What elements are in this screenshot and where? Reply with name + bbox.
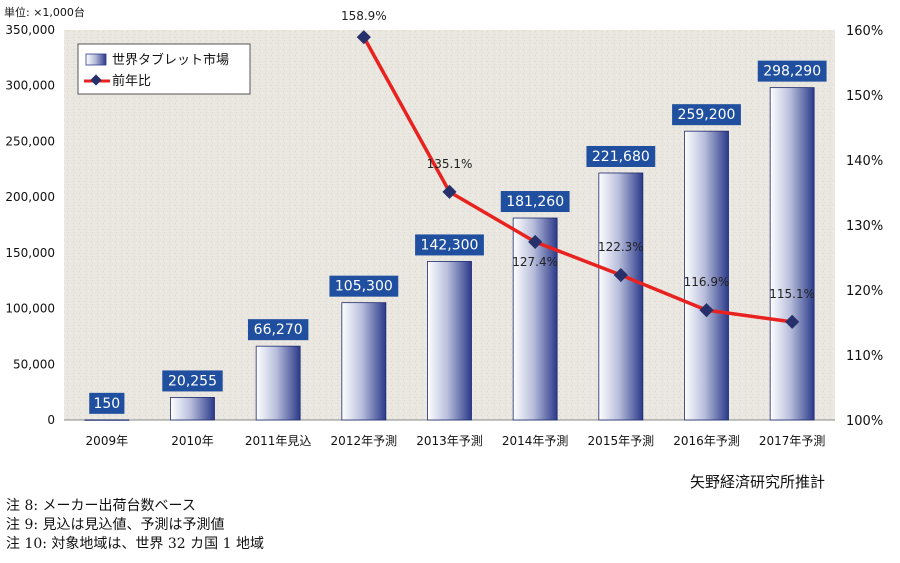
bar-value-label: 150 — [93, 396, 120, 412]
yoy-marker — [442, 184, 457, 199]
footnote: 注 9: 見込は見込値、予測は予測値 — [6, 517, 225, 533]
source-note: 矢野経済研究所推計 — [690, 473, 826, 491]
bar-value-label: 298,290 — [763, 64, 821, 80]
footnotes: 注 8: メーカー出荷台数ベース 注 9: 見込は見込値、予測は予測値 注 10… — [6, 497, 264, 554]
yoy-label: 127.4% — [512, 255, 558, 269]
y-left-tick-label: 50,000 — [13, 357, 55, 371]
yoy-label: 158.9% — [341, 9, 387, 23]
yoy-marker — [613, 267, 628, 283]
footnote: 注 10: 対象地域は、世界 32 カ国 1 地域 — [6, 536, 264, 552]
bar-value-label: 181,260 — [506, 194, 564, 210]
y-left-tick-label: 150,000 — [5, 246, 55, 260]
legend-bar-swatch — [85, 53, 107, 66]
yoy-marker — [785, 314, 800, 329]
yoy-label: 135.1% — [427, 157, 473, 171]
bar — [255, 345, 301, 421]
bar — [512, 217, 558, 421]
bar — [170, 397, 215, 421]
y-right-tick-label: 160% — [846, 24, 883, 39]
bar-value-label: 66,270 — [254, 322, 303, 338]
y-left-tick-label: 250,000 — [5, 134, 55, 148]
x-tick-label: 2011年見込 — [245, 434, 312, 448]
tablet-market-chart: 単位: ×1,000台 0 50,000 100,000 150,000 200,000… — [4, 5, 883, 448]
x-tick-label: 2014年予測 — [502, 434, 569, 448]
bar-value-label: 221,680 — [592, 149, 650, 165]
bar — [684, 130, 729, 421]
bar-label-box — [247, 319, 309, 341]
yoy-label: 122.3% — [598, 240, 644, 254]
y-right-tick-label: 140% — [846, 154, 883, 169]
legend-box — [77, 43, 251, 95]
bar-value-label: 259,200 — [678, 107, 736, 123]
bar-value-label: 20,255 — [168, 373, 217, 389]
footnote: 注 8: メーカー出荷台数ベース — [6, 498, 196, 514]
x-tick-label: 2013年予測 — [416, 434, 483, 448]
yoy-label: 116.9% — [684, 275, 730, 289]
x-tick-label: 2017年予測 — [759, 434, 826, 448]
x-tick-label: 2009年 — [86, 434, 129, 448]
y-left-tick-label: 100,000 — [5, 302, 55, 316]
x-tick-label: 2012年予測 — [331, 434, 398, 448]
y-right-tick-label: 100% — [846, 414, 883, 429]
bar — [427, 261, 472, 421]
bar-value-label: 142,300 — [421, 237, 479, 253]
y-right-tick-label: 120% — [846, 284, 883, 299]
bar-label-box — [89, 392, 125, 414]
y-right-tick-label: 130% — [846, 219, 883, 234]
bar-label-box — [162, 370, 223, 392]
yoy-marker — [356, 30, 371, 45]
bar — [84, 419, 130, 421]
y-left-tick-label: 350,000 — [5, 23, 55, 37]
yoy-marker — [699, 303, 714, 318]
yoy-label: 115.1% — [769, 287, 815, 301]
bar-label-box — [586, 145, 656, 167]
legend-bar-label: 世界タブレット市場 — [112, 52, 229, 68]
bar-label-box — [757, 60, 827, 82]
y-left-tick-label: 300,000 — [5, 79, 55, 93]
x-tick-label: 2015年予測 — [588, 434, 655, 448]
bar-label-box — [415, 234, 484, 256]
bar-value-label: 105,300 — [335, 279, 393, 295]
unit-label: 単位: ×1,000台 — [4, 5, 85, 19]
bar — [598, 172, 644, 421]
yoy-line — [362, 36, 793, 324]
bar — [341, 302, 387, 421]
y-left-tick-label: 200,000 — [5, 190, 55, 204]
bar — [769, 87, 815, 421]
bar-label-box — [329, 275, 399, 297]
bar-label-box — [500, 191, 570, 213]
y-left-tick-label: 0 — [47, 413, 55, 427]
yoy-marker — [528, 234, 543, 249]
x-tick-label: 2010年 — [171, 434, 214, 448]
bar-label-box — [672, 104, 741, 126]
legend: 世界タブレット市場 前年比 — [77, 43, 251, 95]
y-right-tick-label: 150% — [846, 89, 883, 104]
y-right-tick-label: 110% — [846, 349, 883, 364]
legend-line-label: 前年比 — [112, 73, 151, 89]
x-tick-label: 2016年予測 — [673, 434, 740, 448]
